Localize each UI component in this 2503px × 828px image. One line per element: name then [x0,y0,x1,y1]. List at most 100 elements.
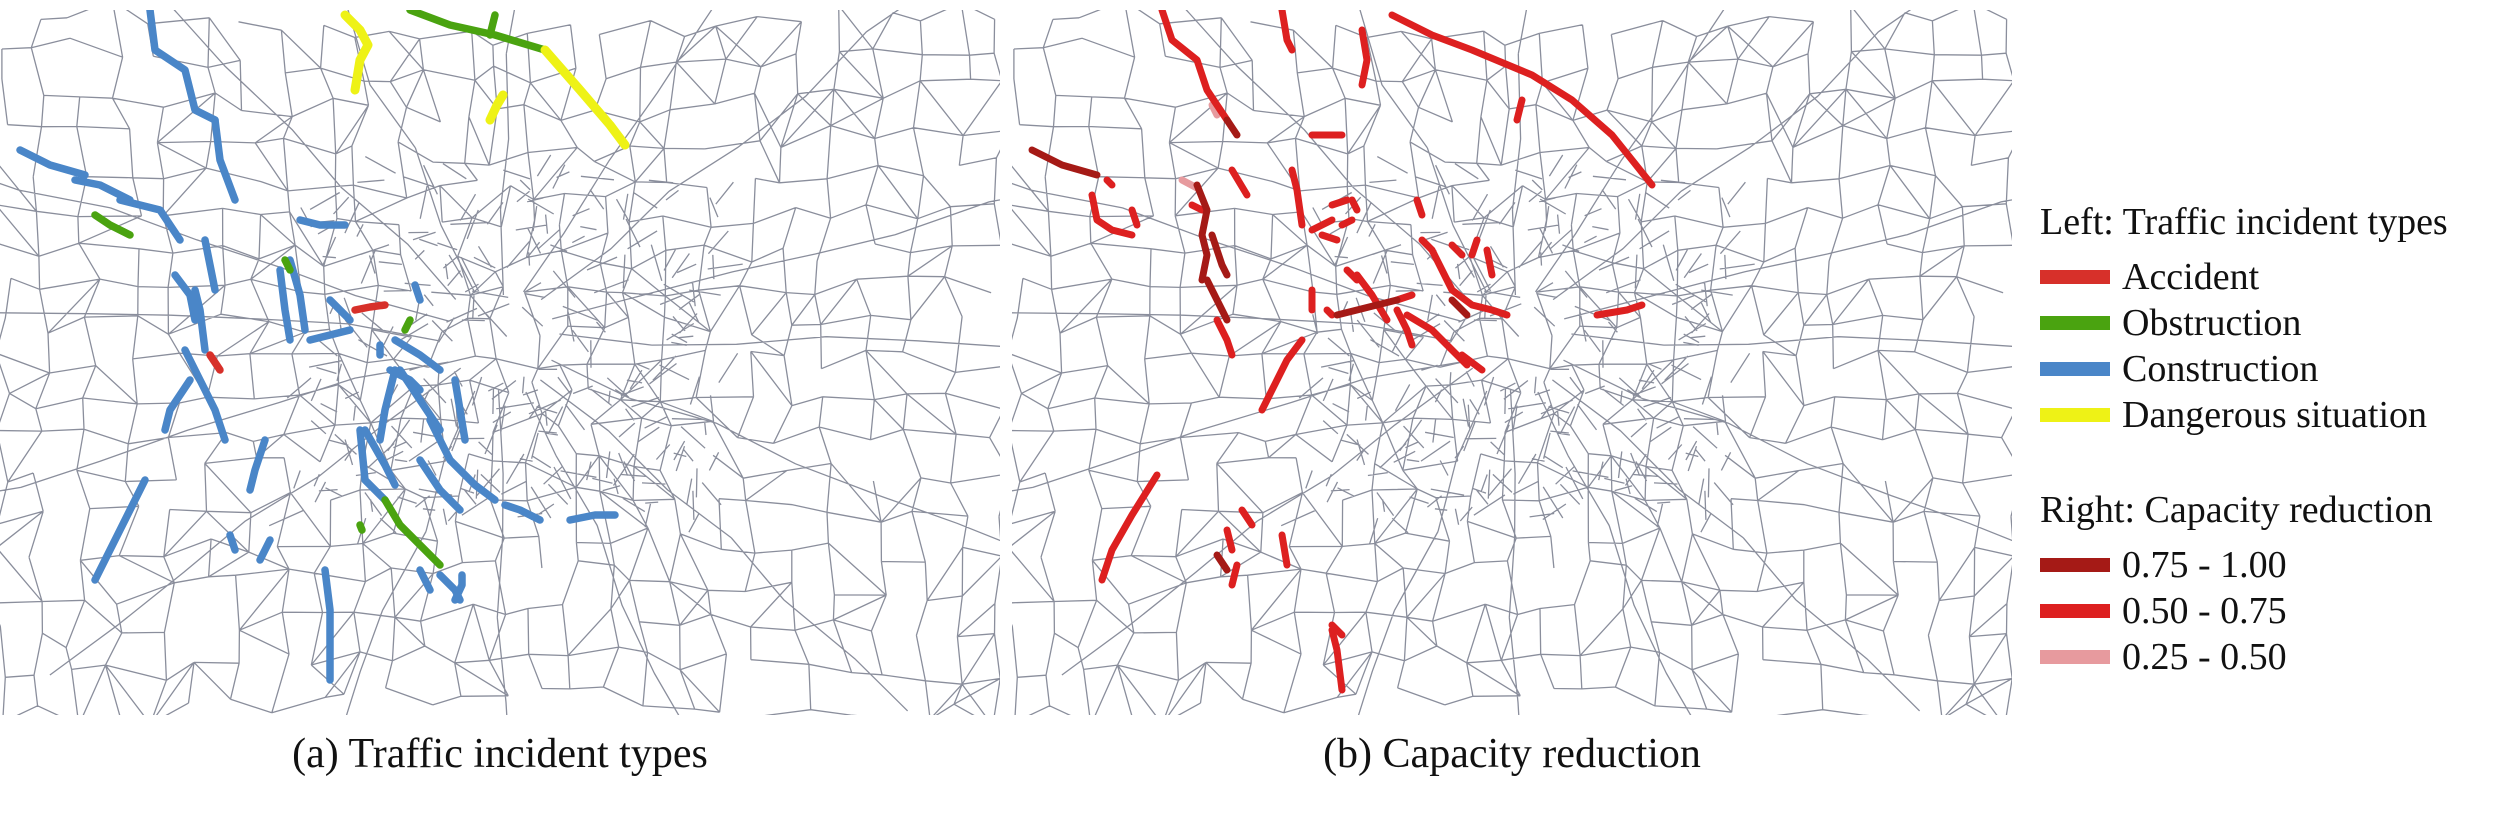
legend-label-obstruction: Obstruction [2122,302,2302,344]
legend-swatch-obstruction [2040,316,2110,330]
capacity-mid-segment [1228,561,1241,589]
obstruction-segment [486,11,499,39]
legend-title-capacity-reduction: Right: Capacity reduction [2040,489,2433,531]
obstruction-segment [356,521,366,534]
capacity-reduction-map [1012,10,2012,715]
capacity-mid-segment [1318,231,1341,244]
construction-segment [71,176,134,204]
legend-swatch-construction [2040,362,2110,376]
construction-segment [91,476,149,584]
construction-segment [411,281,424,304]
legend-item-construction: Construction [2040,346,2500,392]
capacity-mid-segment [1483,246,1496,279]
construction-segment [416,456,464,514]
construction-segment [426,416,499,504]
construction-segment [321,566,334,684]
construction-segment [181,346,229,444]
obstruction-segment [281,256,294,274]
incident-types-map-canvas [0,10,1000,715]
capacity-mid-segment [1348,196,1361,214]
legend-swatch-dangerous-situation [2040,408,2110,422]
construction-segment [566,511,619,524]
accident-segment [206,351,224,374]
capacity-mid-segment [1358,26,1371,89]
capacity-mid-segment [1328,626,1346,694]
capacity-mid-segment [1468,236,1481,259]
construction-segment [171,271,199,324]
legend-item-obstruction: Obstruction [2040,300,2500,346]
road-network [1012,10,2012,715]
capacity-mid-segment [1288,166,1306,229]
obstruction-segment [381,496,444,569]
legend-item-capacity-high: 0.75 - 1.00 [2040,542,2500,588]
capacity-mid-segment [1448,241,1466,259]
capacity-mid-segment [1393,306,1416,349]
construction-segment [451,376,469,444]
capacity-high-segment [1213,551,1231,574]
legend-swatch-capacity-high [2040,558,2110,572]
road-network [0,10,1000,715]
construction-segment [416,566,434,594]
dangerous-situation-segment [485,90,508,125]
construction-segment [146,10,219,124]
construction-segment [296,216,349,229]
legend-label-capacity-mid: 0.50 - 0.75 [2122,590,2287,632]
legend-title-incident-types: Left: Traffic incident types [2040,201,2448,243]
construction-segment [326,296,354,324]
capacity-mid-segment [1278,531,1291,569]
legend: Left: Traffic incident types Accident Ob… [2040,200,2500,680]
construction-segment [16,146,89,179]
capacity-mid-segment [1593,301,1646,319]
capacity-mid-segment [1513,96,1526,124]
construction-segment [501,501,544,524]
dangerous-situation-segment [540,45,630,150]
legend-label-capacity-high: 0.75 - 1.00 [2122,544,2287,586]
construction-segment [361,426,399,489]
capacity-mid-segment [1128,206,1141,229]
construction-segment [276,266,294,344]
capacity-high-segment [1203,276,1231,324]
legend-label-accident: Accident [2122,256,2260,298]
legend-item-accident: Accident [2040,254,2500,300]
legend-label-capacity-low: 0.25 - 0.50 [2122,636,2287,678]
caption-capacity-reduction: (b) Capacity reduction [1323,731,1701,777]
capacity-mid-segment [1413,196,1426,219]
capacity-mid-segment [1213,316,1236,359]
caption-incident-types: (a) Traffic incident types [292,731,708,777]
legend-item-dangerous-situation: Dangerous situation [2040,392,2500,438]
construction-segment [451,571,466,604]
capacity-high-segment [1333,296,1401,319]
capacity-mid-segment [1188,201,1206,214]
capacity-high-segment [1028,146,1101,179]
capacity-mid-segment [1088,191,1136,239]
obstruction-segment [401,316,414,334]
capacity-mid-segment [1353,271,1391,324]
base-roads [1012,10,2012,715]
capacity-mid-segment [1103,176,1116,189]
capacity-mid-segment [1098,471,1161,584]
capacity-high-segment [1223,116,1241,139]
incident-types-map [0,10,1000,715]
legend-item-capacity-low: 0.25 - 0.50 [2040,634,2500,680]
construction-segment [191,286,209,354]
capacity-mid-segment [1278,10,1296,54]
legend-item-capacity-mid: 0.50 - 0.75 [2040,588,2500,634]
construction-segment [356,426,389,504]
obstruction-segment [406,10,549,54]
construction-segment [226,531,239,554]
construction-segment [306,326,354,344]
capacity-high-segment [1208,231,1231,279]
construction-segment [376,366,399,444]
accident-segment [351,301,389,314]
construction-segment [201,236,219,294]
legend-label-dangerous-situation: Dangerous situation [2122,394,2428,436]
capacity-mid-segment [1228,166,1251,199]
capacity-high-segment [1448,296,1471,319]
capacity-mid-segment [1388,11,1656,189]
legend-swatch-accident [2040,270,2110,284]
capacity-mid-segment [1343,266,1361,284]
capacity-mid-segment [1403,311,1471,369]
construction-segment [211,116,239,204]
capacity-reduction-map-canvas [1012,10,2012,715]
construction-segment [391,336,444,374]
